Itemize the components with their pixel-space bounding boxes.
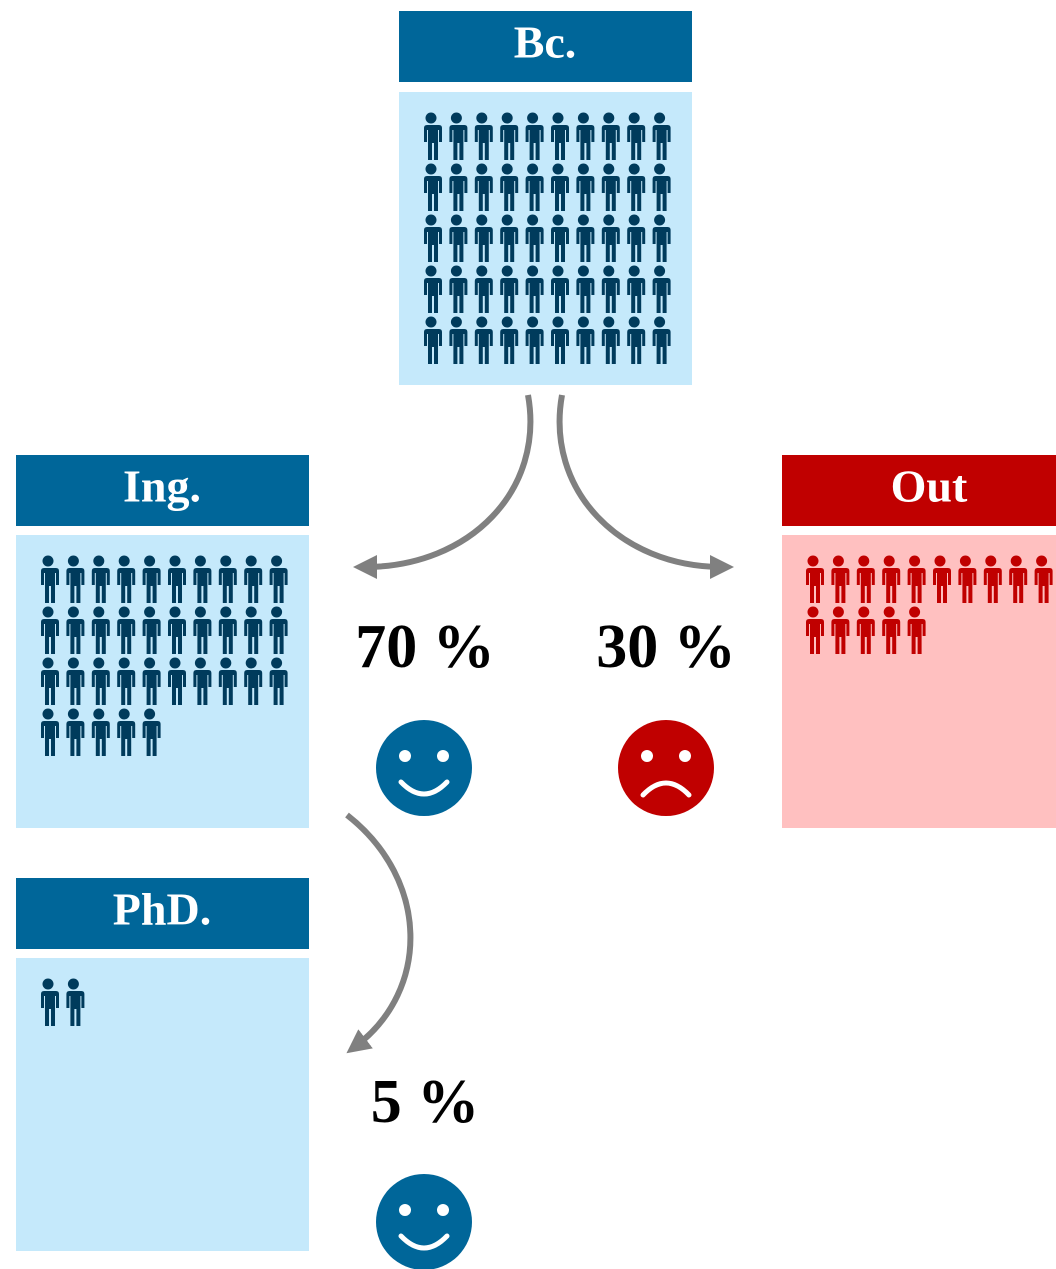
arrow xyxy=(556,394,734,579)
header-box xyxy=(782,455,1056,526)
node-label: Ing. xyxy=(123,461,201,512)
node-label: PhD. xyxy=(113,884,211,935)
arrow xyxy=(353,394,534,579)
header-box xyxy=(16,878,309,949)
header-box xyxy=(16,455,309,526)
node-label: Out xyxy=(891,461,968,512)
happy-face xyxy=(376,720,472,816)
people-box xyxy=(399,92,692,385)
node-label: Bc. xyxy=(514,17,577,68)
people-box xyxy=(16,958,309,1251)
people-box xyxy=(16,535,309,828)
sad-face xyxy=(618,720,714,816)
happy-face xyxy=(376,1174,472,1269)
arrow xyxy=(345,812,414,1054)
percent-label: 70 % xyxy=(355,613,495,681)
percent-label: 5 % xyxy=(371,1068,480,1136)
percent-label: 30 % xyxy=(596,613,736,681)
header-box xyxy=(399,11,692,82)
